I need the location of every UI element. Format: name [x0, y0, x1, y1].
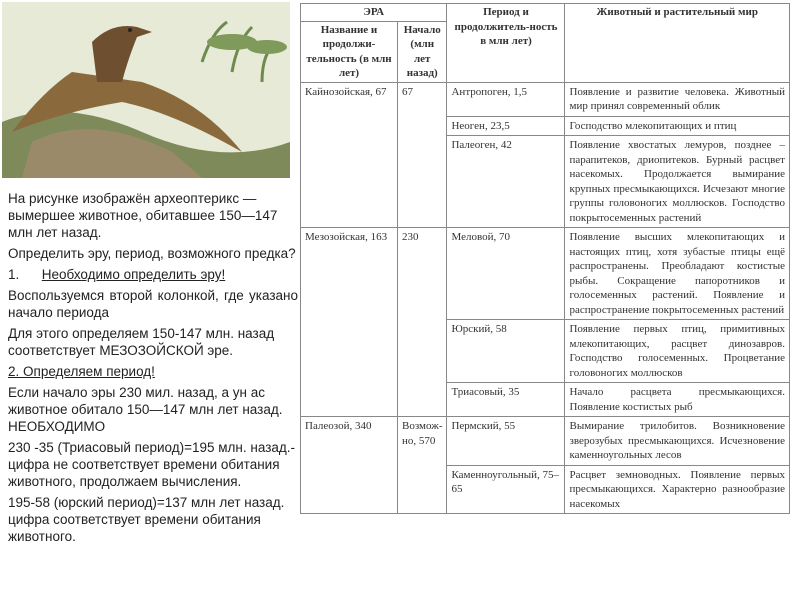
- period-cell: Каменноугольный, 75–65: [446, 464, 566, 514]
- table-row: Триасовый, 35 Начало расцвета пресмыкающи…: [301, 382, 790, 417]
- period-cell: Пермский, 55: [446, 416, 566, 466]
- life-cell: Появление первых птиц, примитивных млеко…: [564, 319, 790, 383]
- era-start: 230: [396, 227, 448, 417]
- period-cell: Триасовый, 35: [446, 382, 566, 417]
- step2-text: Если начало эры 230 мил. назад, а ун ас …: [8, 385, 283, 434]
- life-cell: Появление хвостатых лемуров, позднее – п…: [564, 135, 790, 228]
- life-cell: Господство млекопитающих и птиц: [564, 115, 790, 136]
- table-row: Мезозойская, 163 230 Меловой, 70 Появление …: [300, 227, 790, 417]
- period-cell: Юрский, 58: [446, 319, 566, 383]
- archaeopteryx-illustration: [2, 2, 290, 178]
- step1-heading: 1. Необходимо определить эру!: [8, 266, 298, 283]
- table-row: Палеоген, 42 Появление хвостатых лемуров,…: [301, 135, 790, 228]
- life-cell: Вымирание трилобитов. Возникновение звер…: [564, 416, 790, 466]
- step1-text: Воспользуемся второй колонкой, где указа…: [8, 288, 298, 320]
- era-name: Палеозой, 340: [300, 416, 398, 514]
- life-cell: Начало расцвета пресмыкающихся. Появлени…: [564, 382, 790, 417]
- period-cell: Неоген, 23,5: [446, 115, 566, 136]
- life-cell: Расцвет земноводных. Появление первых пр…: [564, 464, 790, 514]
- table-row: Палеозой, 340 Возмож-но, 570 Пермский, 55 В…: [300, 416, 790, 514]
- life-cell: Появление высших млекопитающих и настоящ…: [564, 227, 790, 320]
- table-row: Кайнозойская, 67 67 Антропоген, 1,5 Появлен…: [300, 81, 790, 228]
- era-name: Кайнозойская, 67: [300, 81, 398, 228]
- era-conclusion: Для этого определяем 150-147 млн. назад …: [8, 326, 275, 358]
- header-life: Животный и растительный мир: [564, 3, 790, 83]
- header-era: ЭРА: [299, 3, 448, 22]
- explanation-text: На рисунке изображён археоптерикс — выме…: [8, 190, 298, 549]
- jurassic-calc: 195-58 (юрский период)=137 млн лет назад…: [8, 495, 285, 544]
- era-start: Возмож-но, 570: [396, 416, 448, 514]
- period-cell: Палеоген, 42: [446, 135, 566, 228]
- era-name: Мезозойская, 163: [300, 227, 398, 417]
- intro-text: На рисунке изображён археоптерикс — выме…: [8, 191, 278, 240]
- triassic-calc: 230 -35 (Триасовый период)=195 млн. наза…: [8, 440, 296, 489]
- table-row: Каменноугольный, 75–65 Расцвет земноводны…: [301, 464, 790, 514]
- step2-heading: 2. Определяем период!: [8, 364, 155, 379]
- step1-title: Необходимо определить эру!: [41, 267, 226, 282]
- table-row: Юрский, 58 Появление первых птиц, примити…: [301, 319, 790, 383]
- step1-number: 1.: [8, 267, 20, 282]
- era-start: 67: [396, 81, 448, 228]
- header-era-start: Начало (млн лет назад): [396, 20, 448, 83]
- header-period: Период и продолжитель-ность в млн лет): [446, 3, 566, 83]
- period-cell: Антропоген, 1,5: [446, 81, 566, 117]
- header-era-name: Название и продолжи-тельность (в млн лет…: [300, 20, 398, 83]
- geological-table: ЭРА Период и продолжитель-ность в млн ле…: [299, 3, 790, 514]
- task-text: Определить эру, период, возможного предк…: [8, 246, 296, 261]
- period-cell: Меловой, 70: [446, 227, 566, 320]
- life-cell: Появление и развитие человека. Животный …: [564, 81, 790, 117]
